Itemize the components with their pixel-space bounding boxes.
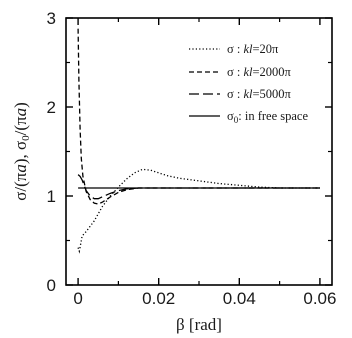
- series-line-1: [77, 168, 320, 254]
- tick-labels: 0 0.02 0.04 0.06 0 1 2 3: [47, 9, 337, 308]
- y-tick-label: 3: [47, 9, 56, 28]
- x-tick-label: 0: [73, 289, 82, 308]
- legend: σ : kl=20π σ : kl=2000π σ : kl=5000π σ0:…: [189, 42, 308, 125]
- series-line-2: [77, 28, 320, 205]
- ticks-layer: [66, 17, 332, 286]
- x-tick-label: 0.04: [223, 289, 256, 308]
- legend-label-free-space: σ0: in free space: [227, 109, 308, 125]
- series-layer: [77, 28, 320, 254]
- y-tick-label: 2: [47, 98, 56, 117]
- plot-frame: [65, 17, 333, 286]
- legend-label-kl-20pi: σ : kl=20π: [227, 42, 279, 56]
- x-tick-label: 0.06: [303, 289, 336, 308]
- legend-label-kl-5000pi: σ : kl=5000π: [227, 87, 292, 101]
- y-tick-label: 0: [47, 276, 56, 295]
- x-tick-label: 0.02: [142, 289, 175, 308]
- y-tick-label: 1: [47, 187, 56, 206]
- x-axis-title: β [rad]: [176, 315, 222, 334]
- legend-label-kl-2000pi: σ : kl=2000π: [227, 65, 292, 79]
- y-axis-title: σ/(πa), σ0/(πa): [11, 102, 32, 201]
